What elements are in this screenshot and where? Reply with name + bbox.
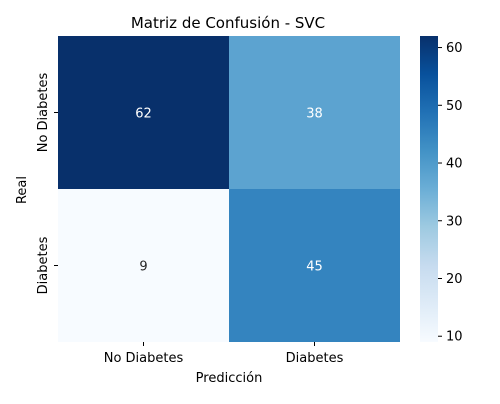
colorbar-ticks: 10 20 30 40 50 60 (438, 41, 463, 345)
x-tick-label: No Diabetes (104, 351, 184, 366)
cell-value-label: 62 (135, 107, 152, 122)
y-axis-label: Real (15, 176, 30, 204)
x-tick-label: Diabetes (286, 351, 344, 366)
y-tick-label: Diabetes (36, 236, 51, 294)
heatmap-cell (58, 189, 229, 342)
chart-title: Matriz de Confusión - SVC (131, 14, 325, 32)
colorbar-tick-label: 40 (446, 157, 463, 172)
heatmap-cell (229, 36, 400, 189)
colorbar-gradient (420, 36, 438, 342)
x-axis-ticks: No Diabetes Diabetes (104, 342, 344, 366)
colorbar: 10 20 30 40 50 60 (420, 36, 463, 345)
colorbar-tick-label: 20 (446, 272, 463, 287)
colorbar-tick-label: 50 (446, 99, 463, 114)
heatmap-cells: 62 38 9 45 (58, 36, 400, 342)
y-tick-label: No Diabetes (36, 73, 51, 153)
x-axis-label: Predicción (196, 371, 263, 386)
colorbar-tick-label: 30 (446, 214, 463, 229)
heatmap-cell (58, 36, 229, 189)
heatmap-cell (229, 189, 400, 342)
y-axis-ticks: No Diabetes Diabetes (36, 73, 58, 294)
cell-value-label: 45 (306, 260, 323, 275)
cell-value-label: 38 (306, 107, 323, 122)
cell-value-label: 9 (139, 260, 147, 275)
colorbar-tick-label: 10 (446, 330, 463, 345)
colorbar-tick-label: 60 (446, 41, 463, 56)
